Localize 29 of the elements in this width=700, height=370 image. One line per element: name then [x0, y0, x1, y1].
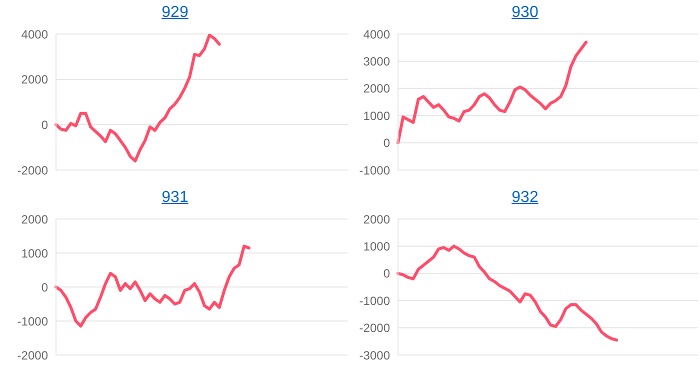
y-tick-label: 0: [41, 280, 48, 294]
y-tick-label: 2000: [21, 212, 48, 226]
chart-title: 930: [510, 4, 540, 23]
y-tick-label: 4000: [21, 27, 48, 42]
y-tick-label: 1000: [21, 246, 48, 260]
y-tick-label: -2000: [17, 348, 48, 362]
chart-title: 929: [160, 4, 190, 23]
y-tick-label: 3000: [363, 54, 390, 68]
y-tick-label: 0: [41, 118, 48, 132]
y-tick-label: 4000: [363, 27, 390, 42]
line-series: [54, 244, 251, 328]
y-tick-label: 2000: [363, 82, 390, 96]
y-tick-label: -2000: [359, 321, 390, 336]
y-tick-label: -1000: [359, 163, 390, 178]
y-tick-label: 1000: [363, 108, 390, 123]
y-tick-label: 2000: [21, 72, 48, 87]
y-tick-label: -3000: [359, 348, 390, 362]
y-tick-label: 1000: [363, 239, 390, 254]
y-tick-label: -1000: [17, 314, 48, 328]
y-tick-label: -1000: [359, 294, 390, 308]
line-series: [396, 244, 618, 342]
y-tick-label: -2000: [17, 163, 48, 178]
chart-title: 931: [160, 189, 190, 208]
line-series: [54, 34, 221, 162]
line-series: [396, 40, 588, 144]
y-tick-label: 0: [383, 266, 390, 281]
y-tick-label: 2000: [363, 212, 390, 226]
y-tick-label: 0: [383, 136, 390, 150]
chart-title: 932: [510, 189, 540, 208]
